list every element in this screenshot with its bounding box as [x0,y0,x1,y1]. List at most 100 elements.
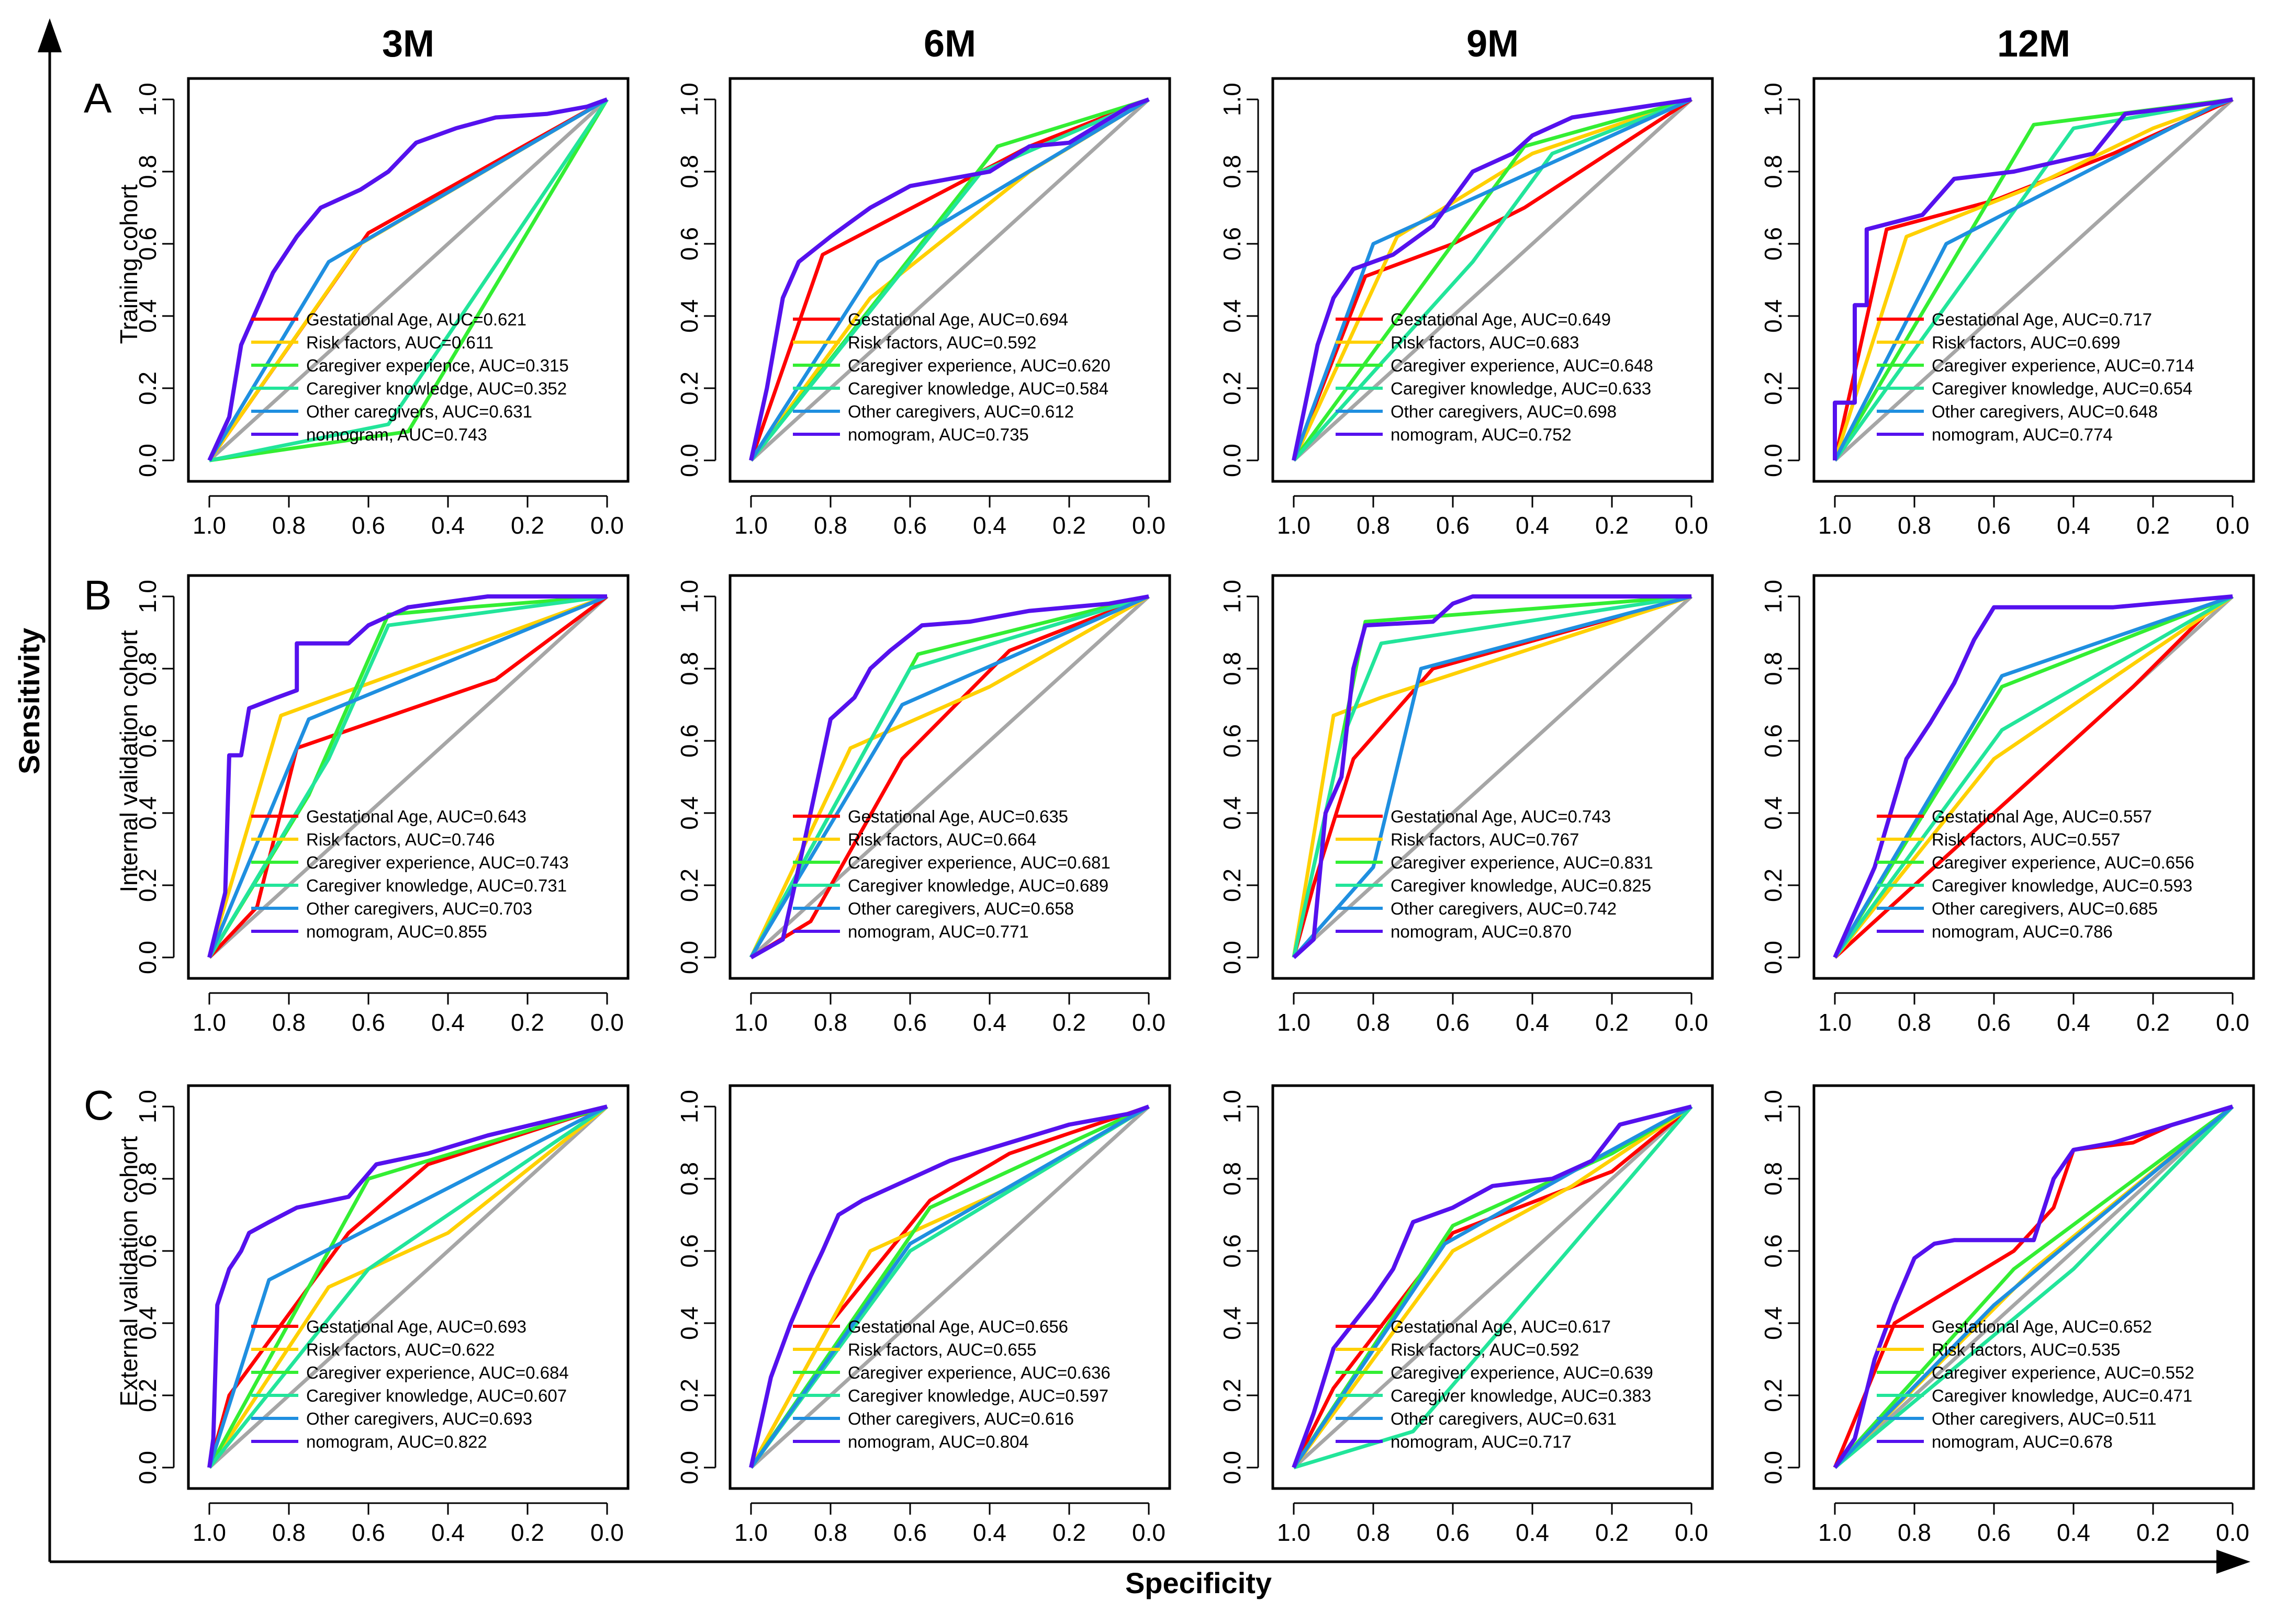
x-tick-label: 1.0 [1818,1519,1852,1546]
diagonal-reference-line [208,98,609,462]
x-tick-label: 0.4 [2057,512,2090,539]
x-tick-label: 1.0 [1277,1009,1310,1036]
x-tick-label: 1.0 [1277,1519,1310,1546]
legend-entry: Other caregivers, AUC=0.698 [1391,402,1617,421]
roc-curve-caregiver-experience [1292,97,1692,462]
legend-entry: Caregiver experience, AUC=0.315 [306,356,569,375]
roc-panel-C-6M: 0.0 0.2 0.4 0.6 0.8 1.0 1.0 0.8 0.6 0.4 0.2 0.0 Gest… [676,1084,1171,1546]
roc-curve-caregiver-knowledge [208,1105,608,1469]
roc-curve-nomogram [1833,97,2233,460]
roc-curve-nomogram [1292,1104,1692,1469]
legend-entry: Risk factors, AUC=0.699 [1932,333,2120,352]
roc-curve-gestational-age [1292,594,1692,958]
legend-entry: Gestational Age, AUC=0.717 [1932,310,2152,329]
y-tick-label: 0.2 [1760,371,1787,405]
x-tick-label: 0.2 [2136,1519,2170,1546]
y-tick-label: 0.8 [1760,1162,1787,1196]
legend-entry: Gestational Age, AUC=0.557 [1932,807,2152,826]
diagonal-reference-line [749,595,1150,959]
y-tick-label: 0.6 [1760,1234,1787,1268]
roc-curve-other-caregivers [207,594,608,958]
roc-curve-caregiver-knowledge [1833,594,2234,959]
roc-curve-caregiver-knowledge [209,98,609,463]
legend-entry: Risk factors, AUC=0.622 [306,1340,495,1359]
roc-panel-C-3M: 0.0 0.2 0.4 0.6 0.8 1.0 1.0 0.8 0.6 0.4 0.2 0.0 Gest… [134,1084,630,1546]
x-tick-label: 0.2 [1595,1519,1629,1546]
plot-frame [187,1084,630,1490]
x-axis-title: Specificity [1125,1566,1272,1599]
legend-entry: nomogram, AUC=0.804 [848,1432,1029,1451]
roc-panel-A-6M: 0.0 0.2 0.4 0.6 0.8 1.0 1.0 0.8 0.6 0.4 0.2 0.0 Gest… [676,77,1171,539]
y-tick-label: 0.2 [1218,1379,1246,1412]
x-tick-label: 1.0 [193,512,226,539]
x-tick-label: 0.6 [1977,1519,2011,1546]
y-tick-label: 0.2 [134,371,161,405]
roc-curve-other-caregivers [749,1104,1150,1469]
roc-curve-other-caregivers [1833,1105,2234,1469]
y-tick-label: 0.4 [676,1306,703,1340]
row-letter: C [84,1082,114,1129]
row-letter: B [84,572,111,618]
y-tick-label: 0.0 [1760,1451,1787,1484]
legend-entry: Caregiver experience, AUC=0.714 [1932,356,2194,375]
legend-entry: Caregiver experience, AUC=0.684 [306,1363,569,1382]
roc-panel-B-12M: 0.0 0.2 0.4 0.6 0.8 1.0 1.0 0.8 0.6 0.4 0.2 0.0 Gest… [1760,574,2255,1036]
x-tick-label: 0.2 [1052,1519,1086,1546]
x-tick-label: 0.4 [1516,1519,1549,1546]
roc-curve-other-caregivers [749,97,1150,461]
y-tick-label: 1.0 [134,83,161,116]
y-tick-label: 1.0 [1760,580,1787,613]
legend-entry: Other caregivers, AUC=0.631 [306,402,532,421]
legend-entry: Caregiver knowledge, AUC=0.593 [1932,876,2192,895]
roc-panel-A-12M: 0.0 0.2 0.4 0.6 0.8 1.0 1.0 0.8 0.6 0.4 0.2 0.0 Gest… [1760,77,2255,539]
legend-entry: Risk factors, AUC=0.655 [848,1340,1036,1359]
legend-entry: Caregiver experience, AUC=0.656 [1932,853,2194,872]
plot-frame [729,574,1171,980]
legend-entry: Risk factors, AUC=0.746 [306,830,495,849]
y-tick-label: 0.6 [1760,227,1787,261]
x-tick-label: 0.6 [893,512,927,539]
x-tick-label: 0.4 [2057,1519,2090,1546]
roc-curve-gestational-age [750,594,1150,959]
x-tick-label: 1.0 [193,1519,226,1546]
y-tick-label: 0.2 [676,371,703,405]
legend-entry: Other caregivers, AUC=0.612 [848,402,1074,421]
plot-frame [187,77,630,483]
x-tick-label: 0.6 [1436,1519,1470,1546]
legend-entry: Gestational Age, AUC=0.652 [1932,1317,2152,1336]
roc-curve-risk-factors [1292,97,1693,461]
y-tick-label: 1.0 [134,1090,161,1123]
y-tick-label: 0.0 [1218,1451,1246,1484]
y-tick-label: 1.0 [1760,1090,1787,1123]
y-tick-label: 0.6 [1760,724,1787,758]
x-tick-label: 0.2 [511,512,544,539]
x-tick-label: 0.8 [272,512,306,539]
y-tick-label: 0.4 [1218,299,1246,333]
column-title: 3M [382,23,434,65]
x-tick-label: 1.0 [1277,512,1310,539]
x-tick-label: 0.0 [1132,512,1166,539]
diagonal-reference-line [1833,98,2234,462]
roc-curve-caregiver-knowledge [207,594,608,958]
column-title: 12M [1997,23,2070,65]
x-tick-label: 1.0 [1818,1009,1852,1036]
legend-entry: Other caregivers, AUC=0.703 [306,899,532,918]
legend-entry: nomogram, AUC=0.752 [1391,425,1572,444]
x-tick-label: 0.8 [1898,1009,1931,1036]
y-tick-label: 0.0 [134,444,161,477]
roc-curve-nomogram [749,1104,1150,1468]
y-tick-label: 0.6 [1218,724,1246,758]
y-tick-label: 1.0 [1218,1090,1246,1123]
y-tick-label: 0.2 [676,869,703,902]
x-tick-label: 0.8 [272,1009,306,1036]
roc-curve-gestational-age [749,97,1150,461]
x-tick-label: 0.0 [1675,512,1708,539]
legend-entry: nomogram, AUC=0.735 [848,425,1029,444]
y-tick-label: 0.2 [1218,869,1246,902]
legend-entry: nomogram, AUC=0.743 [306,425,487,444]
y-tick-label: 0.4 [676,299,703,333]
x-tick-label: 0.6 [1436,1009,1470,1036]
y-tick-label: 0.8 [1218,1162,1246,1196]
y-tick-label: 0.0 [1218,941,1246,974]
legend-entry: Caregiver knowledge, AUC=0.825 [1391,876,1651,895]
